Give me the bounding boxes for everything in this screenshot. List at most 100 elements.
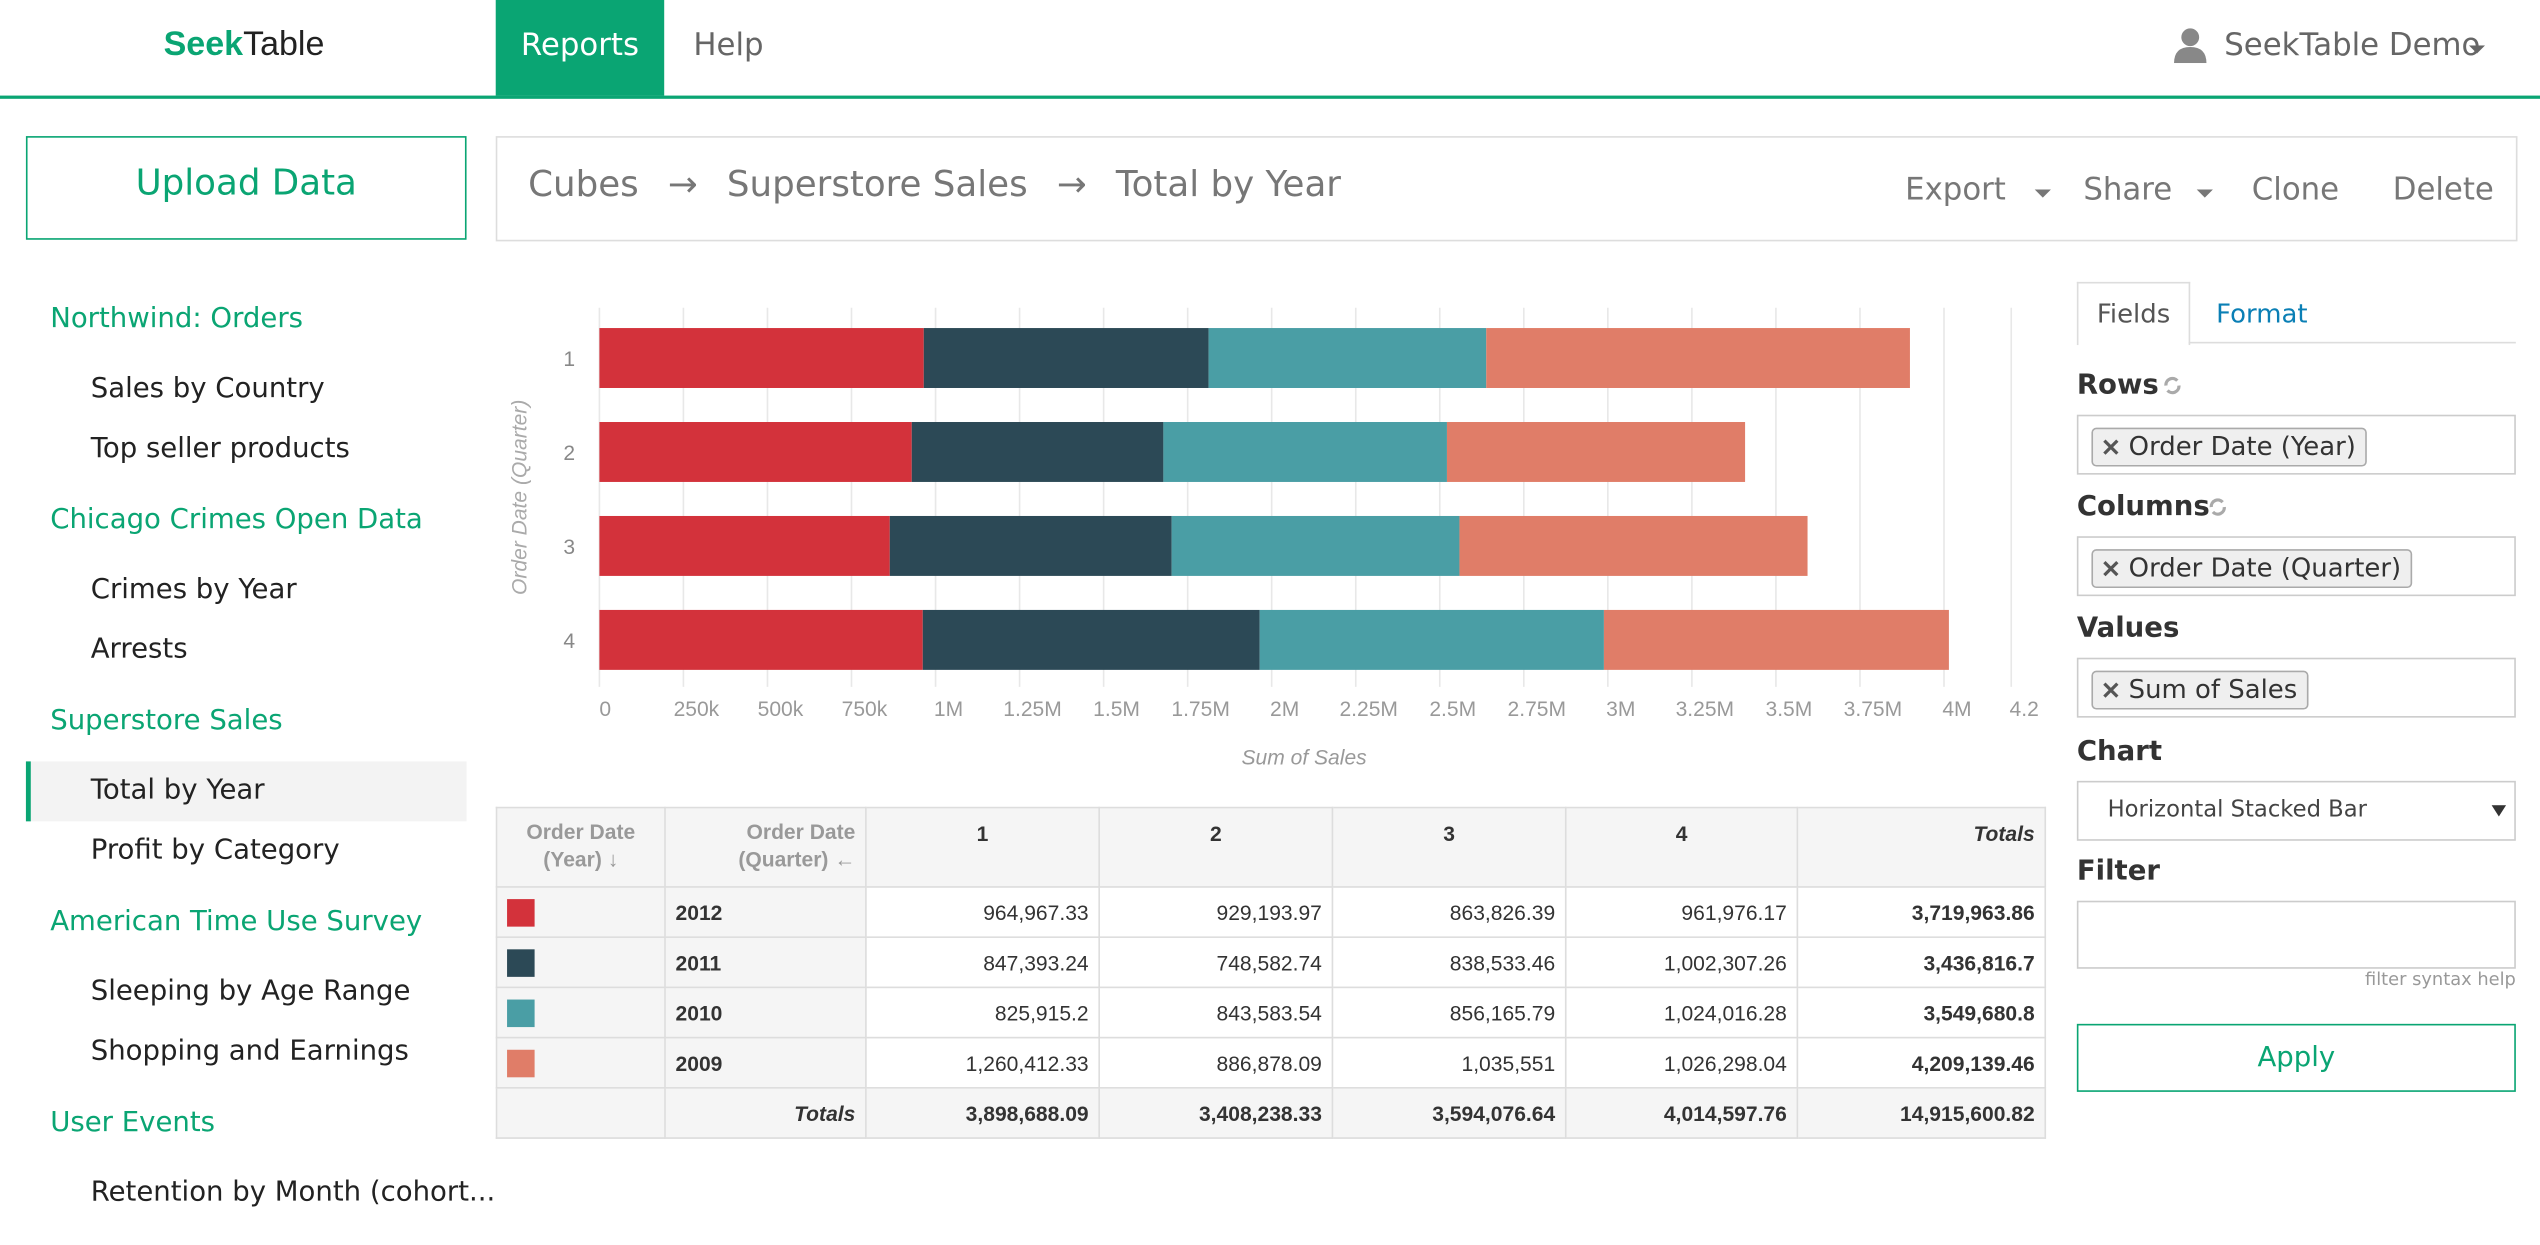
- field-chip[interactable]: Sum of Sales: [2091, 670, 2309, 710]
- sidebar-item[interactable]: Total by Year: [90, 774, 265, 807]
- sidebar-item[interactable]: Shopping and Earnings: [90, 1035, 409, 1068]
- remove-icon[interactable]: [2103, 682, 2119, 698]
- nav-tab[interactable]: Help: [693, 27, 764, 64]
- field-chip[interactable]: Order Date (Year): [2091, 427, 2368, 467]
- y-tick-label: 3: [563, 536, 575, 559]
- breadcrumb-item[interactable]: Superstore Sales: [726, 165, 1028, 206]
- sidebar-group[interactable]: Superstore Sales: [50, 704, 283, 738]
- header-cell: Order Date (Quarter) ←: [664, 806, 867, 888]
- x-tick-label: 3.75M: [1844, 698, 1903, 721]
- totals-cell: 3,898,688.09: [865, 1087, 1100, 1139]
- header: [0, 0, 2540, 99]
- caret: [2034, 189, 2051, 198]
- table-cell: 4,209,139.46: [1796, 1036, 2047, 1089]
- action-button[interactable]: Share: [2083, 171, 2173, 208]
- sidebar-item[interactable]: Profit by Category: [90, 834, 340, 867]
- bar-segment: [1208, 328, 1487, 388]
- sidebar-item[interactable]: Crimes by Year: [90, 573, 297, 606]
- action-button[interactable]: Export: [1905, 171, 2006, 208]
- sidebar-item[interactable]: Arrests: [90, 633, 188, 666]
- refresh-icon[interactable]: [2206, 496, 2229, 519]
- sidebar-item[interactable]: Sleeping by Age Range: [90, 975, 411, 1008]
- x-tick-label: 1.5M: [1093, 698, 1140, 721]
- chip-text: Sum of Sales: [2128, 673, 2298, 705]
- chart-select[interactable]: Horizontal Stacked Bar: [2076, 780, 2516, 841]
- bar-segment: [1171, 515, 1460, 576]
- values-label: Values: [2076, 612, 2180, 645]
- upload-button[interactable]: [25, 136, 467, 240]
- filter-input[interactable]: [2076, 900, 2516, 969]
- apply-button[interactable]: [2076, 1023, 2516, 1092]
- row-header: 2011: [664, 936, 867, 989]
- caret: [2491, 805, 2507, 817]
- totals-cell: 4,014,597.76: [1564, 1087, 1799, 1139]
- header-cell: 2: [1098, 806, 1334, 888]
- sidebar-group[interactable]: Northwind: Orders: [50, 302, 304, 336]
- user-menu[interactable]: SeekTable Demo: [2224, 27, 2481, 64]
- x-tick-label: 500k: [758, 698, 804, 721]
- table-cell: 856,165.79: [1331, 986, 1567, 1039]
- bar-segment: [1446, 422, 1746, 482]
- nav-tab-active[interactable]: [495, 0, 665, 96]
- swatch: [507, 1048, 535, 1077]
- header-cell: Order Date (Year) ↓: [495, 806, 666, 888]
- field-chip[interactable]: Order Date (Quarter): [2091, 549, 2413, 589]
- totals-row: Totals 3,898,688.09 3,408,238.33 3,594,076.…: [495, 1087, 2047, 1139]
- bar-segment: [922, 609, 1260, 670]
- table-cell: 748,582.74: [1098, 936, 1334, 989]
- action-button[interactable]: Clone: [2251, 171, 2340, 208]
- totals-cell: 3,408,238.33: [1098, 1087, 1334, 1139]
- x-tick-label: 3.5M: [1765, 698, 1812, 721]
- header-cell: 1: [865, 806, 1100, 888]
- logo[interactable]: SeekTable: [164, 26, 325, 65]
- bar-segment: [599, 422, 912, 482]
- table-cell: 1,035,551: [1331, 1036, 1567, 1089]
- x-tick-label: 3M: [1606, 698, 1635, 721]
- columns-box[interactable]: Order Date (Quarter): [2076, 536, 2516, 597]
- rows-box[interactable]: Order Date (Year): [2076, 414, 2516, 475]
- y-tick-label: 1: [563, 348, 575, 371]
- filter-label: Filter: [2076, 855, 2160, 888]
- bar-segment: [911, 422, 1164, 482]
- filter-help[interactable]: filter syntax help: [2364, 968, 2516, 990]
- breadcrumb-separator: →: [1056, 165, 1087, 206]
- active-item-bg: [25, 761, 467, 822]
- breadcrumb-item[interactable]: Total by Year: [1115, 165, 1341, 206]
- columns-label: Columns: [2076, 490, 2210, 524]
- remove-icon[interactable]: [2103, 439, 2119, 455]
- table-cell: 3,549,680.8: [1796, 986, 2047, 1039]
- totals-cell: [495, 1087, 666, 1139]
- chip-text: Order Date (Quarter): [2128, 552, 2402, 584]
- panel-tab-active[interactable]: [2076, 281, 2191, 346]
- panel-tab[interactable]: Format: [2216, 298, 2308, 329]
- y-tick-label: 4: [563, 630, 575, 653]
- table-cell: 863,826.39: [1331, 886, 1567, 938]
- refresh-icon[interactable]: [2161, 374, 2184, 397]
- table-cell: 1,002,307.26: [1564, 936, 1799, 989]
- values-box[interactable]: Sum of Sales: [2076, 657, 2516, 718]
- table-cell: 825,915.2: [865, 986, 1100, 1039]
- sidebar-group[interactable]: American Time Use Survey: [50, 905, 423, 938]
- breadcrumb-item[interactable]: Cubes: [528, 165, 639, 206]
- sidebar-group[interactable]: Chicago Crimes Open Data: [50, 503, 423, 537]
- table-cell: 961,976.17: [1564, 886, 1799, 938]
- action-button[interactable]: Delete: [2392, 171, 2494, 208]
- bar-segment: [1259, 609, 1604, 670]
- table-cell: 3,436,816.7: [1796, 936, 2047, 989]
- nav-tab[interactable]: Reports: [520, 27, 639, 64]
- sidebar-item[interactable]: Sales by Country: [90, 372, 325, 405]
- row-header: 2012: [664, 886, 867, 938]
- panel-tab[interactable]: Fields: [2096, 298, 2171, 329]
- x-tick-label: 3.25M: [1676, 698, 1735, 721]
- table-cell: 3,719,963.86: [1796, 886, 2047, 938]
- sidebar-item[interactable]: Top seller products: [90, 432, 350, 465]
- sidebar-item[interactable]: Retention by Month (cohort...: [90, 1176, 496, 1209]
- remove-icon[interactable]: [2103, 560, 2119, 577]
- x-tick-label: 250k: [674, 698, 720, 721]
- sidebar-group[interactable]: User Events: [50, 1106, 216, 1139]
- breadcrumb-separator: →: [667, 165, 698, 206]
- panel-tabs-line: [2188, 341, 2516, 344]
